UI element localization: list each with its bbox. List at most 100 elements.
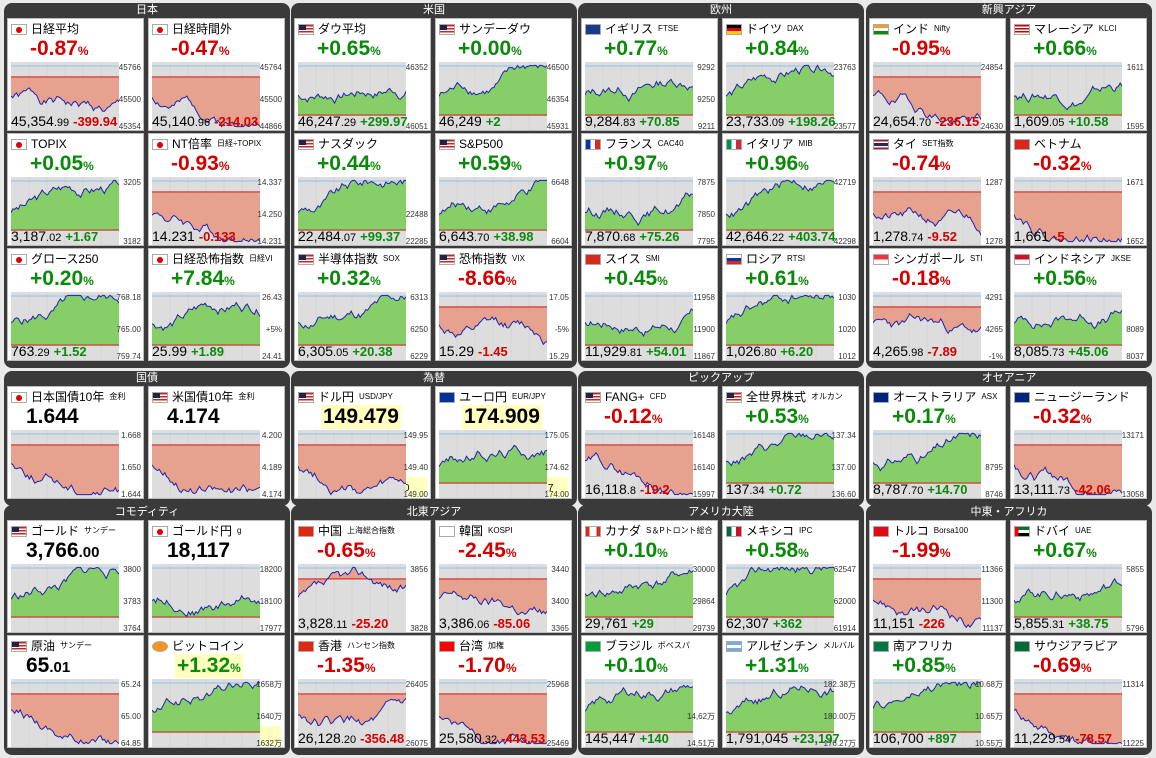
market-tile[interactable]: 台湾 加権 -1.70% 25968 25469 25,580.32 -443.53 xyxy=(435,635,572,748)
tile-chart-line xyxy=(439,444,547,467)
sg-flag-icon xyxy=(873,253,889,265)
tile-chart-area xyxy=(873,433,981,484)
ru-flag-icon xyxy=(726,253,742,265)
market-tile[interactable]: FANG+ CFD -0.12% 16148 16140 15997 16,118.8 -19… xyxy=(581,386,718,499)
market-tile[interactable]: タイ SET指数 -0.74% 1287 1278 1,278.74 -9.52 xyxy=(869,133,1006,246)
tile-chart xyxy=(439,679,547,747)
tile-chart-line xyxy=(298,87,406,105)
market-tile[interactable]: 日経恐怖指数 日経VI +7.84% 26.43 +5% 24.41 25.99 +1.89 xyxy=(148,248,285,361)
tile-chart-svg xyxy=(1014,292,1122,360)
market-tile[interactable]: 日経平均 -0.87% 45766 45500 45354 45,354.99 -399.9… xyxy=(7,18,144,131)
change-percent: +1.31% xyxy=(745,654,809,677)
tick-label: 46051 xyxy=(405,122,428,131)
market-tile[interactable]: ナスダック +0.44% 22488 22285 22,484.07 +99.37 xyxy=(294,133,431,246)
market-tile[interactable]: S&P500 +0.59% 6648 6604 6,643.70 +38.98 xyxy=(435,133,572,246)
tile-sub: CAC40 xyxy=(657,139,684,148)
market-tile[interactable]: ユーロ円EUR/JPY174.909+0.08%1万円=57.17175.051… xyxy=(435,386,572,499)
market-tile[interactable]: カナダ S＆Pトロント総合 +0.10% 30000 29864 29739 29,761 +… xyxy=(581,520,718,633)
tick-label: 1652 xyxy=(1126,237,1144,246)
market-tile[interactable]: メキシコ IPC +0.58% 62547 62000 61914 62,307 +362 xyxy=(722,520,859,633)
tile-chart-area xyxy=(585,444,693,495)
price-line: 25.99 +1.89 xyxy=(152,343,224,359)
tile-name: 原油 サンデー xyxy=(11,638,92,654)
market-tile[interactable]: 恐怖指数 VIX -8.66% 17.05 -5% 15.29 15.29 -1.45 xyxy=(435,248,572,361)
group-title: 欧州 xyxy=(710,4,732,16)
market-tile[interactable]: オーストラリア ASX +0.17% 8795 8746 8,787.70 +14.70 xyxy=(869,386,1006,499)
tile-chart-line xyxy=(873,89,981,125)
market-tile[interactable]: ニュージーランド -0.32% 13171 13058 13,111.73 -42.06 xyxy=(1010,386,1147,499)
price-line: 15.29 -1.45 xyxy=(439,343,508,359)
market-tile[interactable]: グロース250 +0.20% 768.18 765.00 759.74 763.29 +1.… xyxy=(7,248,144,361)
market-tile[interactable]: 韓国 KOSPI -2.45% 3440 3400 3365 3,386.06 -85.06 xyxy=(435,520,572,633)
market-tile[interactable]: スイス SMI +0.45% 11958 11900 11867 11,929.81 +54.… xyxy=(581,248,718,361)
market-tile[interactable]: ビットコイン+1.32%16,578,6701658万1640万1632万 xyxy=(148,635,285,748)
tick-label: 11867 xyxy=(693,352,715,361)
tile-sub: g xyxy=(237,526,242,535)
tile-sub: SOX xyxy=(383,254,400,263)
tick-label: 176.27万 xyxy=(823,739,856,748)
price-line: 8,085.73 +45.06 xyxy=(1014,343,1109,359)
za-flag-icon xyxy=(873,640,889,652)
market-tile[interactable]: アルゼンチン メルバル +1.31% 182.38万 180.00万 176.27万 1,7… xyxy=(722,635,859,748)
market-tile[interactable]: サンデーダウ +0.00% 46500 46354 45931 46,249 +2 xyxy=(435,18,572,131)
tile-sub: MIB xyxy=(798,139,813,148)
tile-chart-svg xyxy=(439,62,547,130)
market-tile[interactable]: ロシア RTSI +0.61% 1030 1020 1012 1,026.80 +6.20 xyxy=(722,248,859,361)
tile-chart xyxy=(298,430,406,498)
tile-chart xyxy=(439,177,547,245)
group-7: オセアニア オーストラリア ASX +0.17% 8795 8746 8,787.70 +14… xyxy=(866,371,1152,506)
market-tile[interactable]: 日経時間外 -0.47% 45764 45500 44866 45,140.96 -214.… xyxy=(148,18,285,131)
tile-chart-area xyxy=(152,682,260,733)
tr-flag-icon xyxy=(873,525,889,537)
market-tile[interactable]: マレーシア KLCI +0.66% 1611 1595 1,609.05 +10.58 xyxy=(1010,18,1147,131)
market-tile[interactable]: ブラジル ボベスパ +0.10% 14,62万 14,51万 145,447 +140 xyxy=(581,635,718,748)
tile-name: ドル円 USD/JPY xyxy=(298,389,393,405)
tile-name: スイス SMI xyxy=(585,251,660,267)
tile-label: 日経恐怖指数 xyxy=(172,252,245,266)
market-tile[interactable]: NT倍率 日経÷TOPIX -0.93% 14.337 14.250 14.231 14.2… xyxy=(148,133,285,246)
tick-label: 44866 xyxy=(259,122,282,131)
tile-sub: SMI xyxy=(645,254,660,263)
tile-chart-svg xyxy=(585,430,693,498)
market-tile[interactable]: イギリス FTSE +0.77% 9292 9250 9211 9,284.83 +70.85 xyxy=(581,18,718,131)
tile-label: アルゼンチン xyxy=(746,639,818,653)
market-tile[interactable]: ドイツ DAX +0.84% 23763 23577 23,733.09 +198.26 xyxy=(722,18,859,131)
market-tile[interactable]: ベトナム -0.32% 1671 1652 1,661 -5 xyxy=(1010,133,1147,246)
market-tile[interactable]: TOPIX +0.05% 3205 3182 3,187.02 +1.67 xyxy=(7,133,144,246)
market-tile[interactable]: ダウ平均 +0.65% 46352 46051 46,247.29 +299.97 xyxy=(294,18,431,131)
tile-chart-area xyxy=(873,191,981,236)
market-tile[interactable]: 全世界株式 オルカン +0.53% 137.34 137.00 136.60 137.34 +… xyxy=(722,386,859,499)
price-line: 1,278.74 -9.52 xyxy=(873,228,957,244)
tile-chart xyxy=(726,430,834,498)
tile-chart xyxy=(11,62,119,130)
tile-chart xyxy=(439,62,547,130)
market-tile[interactable]: 南アフリカ +0.85% 10.68万 10.65万 10.55万 106,700 +897 xyxy=(869,635,1006,748)
market-tile[interactable]: インド Nifty -0.95% 24854 24630 24,654.70 -236.15 xyxy=(869,18,1006,131)
market-tile[interactable]: インドネシア JKSE +0.56% 8089 8037 8,085.73 +45.06 xyxy=(1010,248,1147,361)
market-tile[interactable]: フランス CAC40 +0.97% 7875 7850 7795 7,870.68 +75.2… xyxy=(581,133,718,246)
market-tile[interactable]: 中国 上海総合指数 -0.65% 3856 3828 3,828.11 -25.20 xyxy=(294,520,431,633)
market-tile[interactable]: 半導体指数 SOX +0.32% 6313 6250 6229 6,305.05 +20.38 xyxy=(294,248,431,361)
tick-label: 45766 xyxy=(118,63,141,72)
group-5: 為替ドル円USD/JPY149.479-0.22%1万円=66.90149.95… xyxy=(291,371,577,506)
tile-chart-area xyxy=(11,444,119,495)
tile-label: 日経平均 xyxy=(31,22,80,36)
market-tile[interactable]: ドバイ UAE +0.67% 5855 5796 5,855.31 +38.75 xyxy=(1010,520,1147,633)
tile-label: S&P500 xyxy=(459,137,504,151)
market-tile[interactable]: シンガポール STI -0.18% 4291 4265 -1% 4,265.98 -7.89 xyxy=(869,248,1006,361)
market-tile[interactable]: サウジアラビア -0.69% 11314 11225 11,229.54 -78.57 xyxy=(1010,635,1147,748)
market-tile[interactable]: 香港 ハンセン指数 -1.35% 26405 26075 26,128.20 -356.48 xyxy=(294,635,431,748)
market-tile[interactable]: イタリア MIB +0.96% 42719 42298 42,646.22 +403.74 xyxy=(722,133,859,246)
market-tile[interactable]: ドル円USD/JPY149.479-0.22%1万円=66.90149.9514… xyxy=(294,386,431,499)
ae-flag-icon xyxy=(1014,525,1030,537)
us-flag-icon xyxy=(439,23,455,35)
tile-chart-line xyxy=(873,207,981,236)
us-flag-icon xyxy=(585,391,601,403)
price-line: 1,026.80 +6.20 xyxy=(726,343,814,359)
market-tile[interactable]: トルコ Borsa100 -1.99% 11366 11300 11137 11,151 -2… xyxy=(869,520,1006,633)
